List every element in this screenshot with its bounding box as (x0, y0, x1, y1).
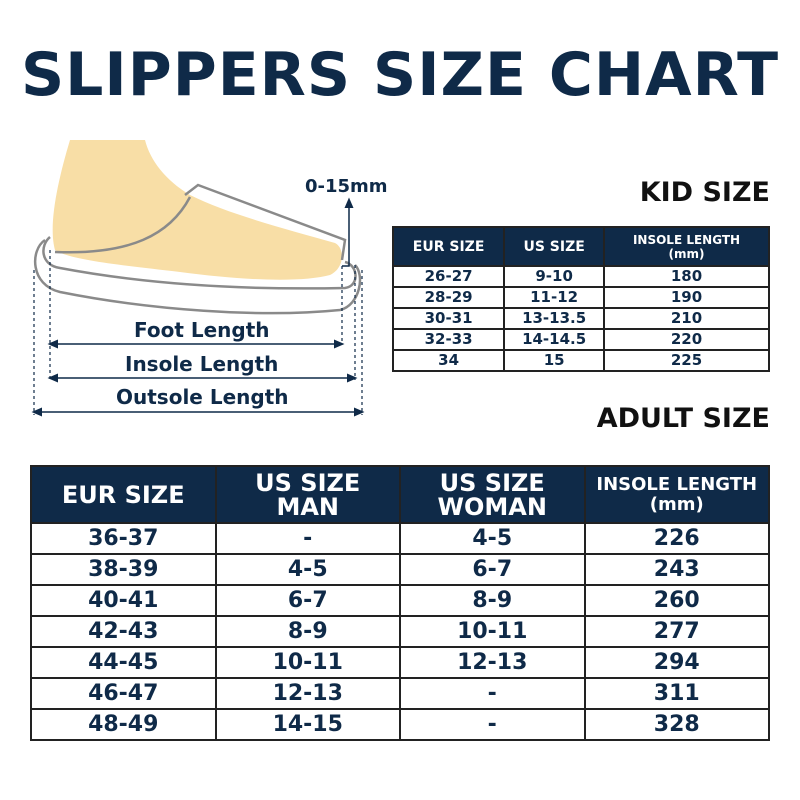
table-row: 44-45 10-11 12-13 294 (30, 646, 770, 679)
cell: 42-43 (30, 615, 217, 648)
cell: 48-49 (30, 708, 217, 741)
col-eur: EUR SIZE (30, 465, 217, 524)
cell: 10-11 (214, 646, 401, 679)
cell: 6-7 (399, 553, 586, 586)
allowance-label: 0-15mm (305, 176, 388, 197)
cell: 225 (603, 349, 770, 372)
table-row: 32-33 14-14.5 220 (391, 328, 770, 351)
cell: 8-9 (214, 615, 401, 648)
kid-size-heading: KID SIZE (639, 177, 770, 208)
foot-shape (52, 140, 342, 280)
table-row: 40-41 6-7 8-9 260 (30, 584, 770, 617)
table-row: 46-47 12-13-311 (30, 677, 770, 710)
table-row: 38-39 4-5 6-7 243 (30, 553, 770, 586)
table-row: 26-27 9-10 180 (391, 265, 770, 288)
cell: - (399, 677, 586, 710)
cell: 12-13 (214, 677, 401, 710)
table-row: 42-43 8-9 10-11 277 (30, 615, 770, 648)
cell: 260 (583, 584, 770, 617)
col-us-man: US SIZE MAN (214, 465, 401, 524)
allowance-arrow (342, 197, 354, 267)
col-insole: INSOLE LENGTH (mm) (603, 226, 770, 267)
cell: 9-10 (503, 265, 606, 288)
adult-size-table: EUR SIZE US SIZE MAN US SIZE WOMAN INSOLE … (30, 465, 770, 741)
table-header-row: EUR SIZE US SIZE MAN US SIZE WOMAN INSOLE … (30, 465, 770, 524)
cell: 6-7 (214, 584, 401, 617)
table-row: 28-29 11-12 190 (391, 286, 770, 309)
insole-outline (42, 236, 357, 290)
outsole-length-label: Outsole Length (116, 385, 289, 409)
cell: 26-27 (391, 265, 506, 288)
col-insole: INSOLE LENGTH (mm) (583, 465, 770, 524)
col-us-man-label: US SIZE (255, 468, 361, 497)
cell: 180 (603, 265, 770, 288)
col-eur: EUR SIZE (391, 226, 506, 267)
page-title: SLIPPERS SIZE CHART (20, 40, 780, 110)
col-us: US SIZE (503, 226, 606, 267)
col-insole-label: INSOLE LENGTH (596, 473, 758, 495)
cell: 12-13 (399, 646, 586, 679)
cell: 8-9 (399, 584, 586, 617)
cell: 311 (583, 677, 770, 710)
table-row: 36-37-4-5 226 (30, 522, 770, 555)
cell: 243 (583, 553, 770, 586)
cell: - (214, 522, 401, 555)
cell: 34 (391, 349, 506, 372)
cell: 38-39 (30, 553, 217, 586)
cell: 4-5 (399, 522, 586, 555)
col-us-woman-sub: WOMAN (437, 492, 547, 521)
col-insole-unit: (mm) (668, 246, 705, 261)
col-insole-label: INSOLE LENGTH (632, 232, 741, 247)
cell: 10-11 (399, 615, 586, 648)
foot-diagram (31, 140, 365, 417)
cell: 30-31 (391, 307, 506, 330)
table-row: 34 15 225 (391, 349, 770, 372)
col-insole-unit: (mm) (649, 493, 704, 515)
cell: 13-13.5 (503, 307, 606, 330)
cell: 15 (503, 349, 606, 372)
cell: 210 (603, 307, 770, 330)
kid-size-table: EUR SIZE US SIZE INSOLE LENGTH (mm) 26-27… (391, 226, 770, 372)
cell: 328 (583, 708, 770, 741)
cell: - (399, 708, 586, 741)
table-row: 30-31 13-13.5 210 (391, 307, 770, 330)
cell: 226 (583, 522, 770, 555)
cell: 14-15 (214, 708, 401, 741)
col-us-man-sub: MAN (276, 492, 340, 521)
cell: 44-45 (30, 646, 217, 679)
cell: 277 (583, 615, 770, 648)
cell: 40-41 (30, 584, 217, 617)
cell: 4-5 (214, 553, 401, 586)
cell: 220 (603, 328, 770, 351)
cell: 190 (603, 286, 770, 309)
cell: 46-47 (30, 677, 217, 710)
cell: 36-37 (30, 522, 217, 555)
cell: 294 (583, 646, 770, 679)
insole-length-label: Insole Length (125, 352, 279, 376)
col-us-woman: US SIZE WOMAN (399, 465, 586, 524)
cell: 28-29 (391, 286, 506, 309)
cell: 32-33 (391, 328, 506, 351)
outsole-outline (33, 238, 362, 315)
cell: 14-14.5 (503, 328, 606, 351)
table-header-row: EUR SIZE US SIZE INSOLE LENGTH (mm) (391, 226, 770, 267)
table-row: 48-49 14-15-328 (30, 708, 770, 741)
adult-size-heading: ADULT SIZE (596, 403, 770, 434)
slipper-upper (54, 183, 347, 261)
foot-length-label: Foot Length (134, 318, 270, 342)
col-us-woman-label: US SIZE (439, 468, 545, 497)
cell: 11-12 (503, 286, 606, 309)
